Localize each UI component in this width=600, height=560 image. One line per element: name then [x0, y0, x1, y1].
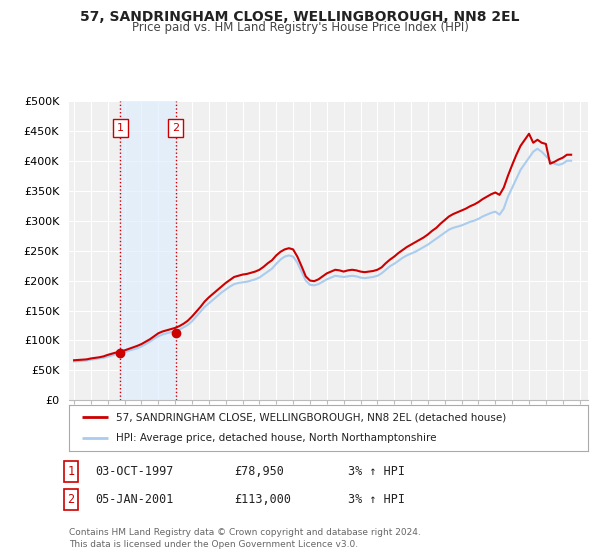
Text: Price paid vs. HM Land Registry's House Price Index (HPI): Price paid vs. HM Land Registry's House …: [131, 21, 469, 34]
Text: 1: 1: [117, 123, 124, 133]
Text: 2: 2: [67, 493, 74, 506]
Text: £113,000: £113,000: [234, 493, 291, 506]
Text: £78,950: £78,950: [234, 465, 284, 478]
Text: 03-OCT-1997: 03-OCT-1997: [95, 465, 173, 478]
Text: 1: 1: [67, 465, 74, 478]
Bar: [121, 101, 176, 400]
Text: 3% ↑ HPI: 3% ↑ HPI: [348, 493, 405, 506]
Text: This data is licensed under the Open Government Licence v3.0.: This data is licensed under the Open Gov…: [69, 540, 358, 549]
Text: 57, SANDRINGHAM CLOSE, WELLINGBOROUGH, NN8 2EL (detached house): 57, SANDRINGHAM CLOSE, WELLINGBOROUGH, N…: [116, 412, 506, 422]
Text: Contains HM Land Registry data © Crown copyright and database right 2024.: Contains HM Land Registry data © Crown c…: [69, 528, 421, 536]
Text: 05-JAN-2001: 05-JAN-2001: [95, 493, 173, 506]
Text: 3% ↑ HPI: 3% ↑ HPI: [348, 465, 405, 478]
Text: HPI: Average price, detached house, North Northamptonshire: HPI: Average price, detached house, Nort…: [116, 433, 436, 444]
Text: 57, SANDRINGHAM CLOSE, WELLINGBOROUGH, NN8 2EL: 57, SANDRINGHAM CLOSE, WELLINGBOROUGH, N…: [80, 10, 520, 24]
Text: 2: 2: [172, 123, 179, 133]
